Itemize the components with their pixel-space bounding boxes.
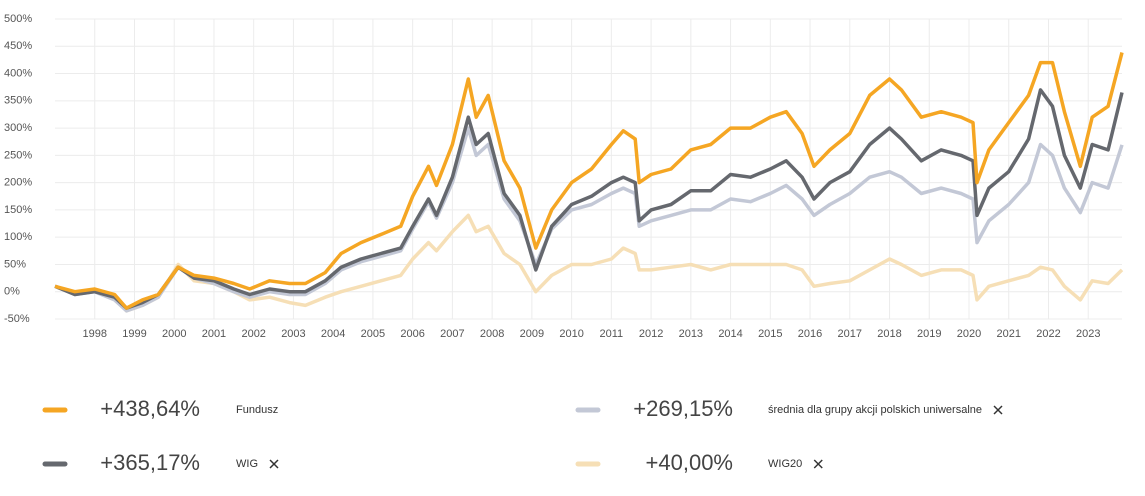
y-tick-label: 200% (4, 177, 32, 189)
x-tick-label: 2007 (440, 328, 464, 340)
x-tick-label: 2014 (718, 328, 742, 340)
x-tick-label: 2010 (559, 328, 583, 340)
legend-name: WIG20 (768, 458, 802, 470)
x-tick-label: 2018 (877, 328, 901, 340)
x-tick-label: 2005 (361, 328, 385, 340)
x-tick-label: 2012 (639, 328, 663, 340)
legend-value: +365,17% (100, 450, 200, 475)
y-tick-label: -50% (4, 313, 30, 325)
x-tick-label: 2011 (600, 328, 624, 340)
x-tick-label: 2000 (162, 328, 186, 340)
y-tick-label: 400% (4, 67, 32, 79)
y-tick-label: 0% (4, 286, 20, 298)
x-tick-label: 2019 (917, 328, 941, 340)
series-line (54, 88, 1124, 310)
legend-value: +438,64% (100, 396, 200, 421)
x-tick-label: 2008 (480, 328, 504, 340)
series-line (54, 213, 1124, 313)
legend-value: +40,00% (646, 450, 733, 475)
x-tick-label: 2002 (241, 328, 265, 340)
y-tick-label: 450% (4, 40, 32, 52)
x-tick-label: 2004 (321, 328, 345, 340)
series-line (54, 52, 1124, 310)
y-tick-label: 500% (4, 13, 32, 25)
legend-value: +269,15% (633, 396, 733, 421)
remove-button[interactable] (813, 459, 823, 469)
y-tick-label: 300% (4, 122, 32, 134)
x-tick-label: 2017 (838, 328, 862, 340)
y-tick-label: 100% (4, 231, 32, 243)
series-line (54, 126, 1124, 313)
legend-name: WIG (236, 458, 258, 470)
x-tick-label: 2013 (679, 328, 703, 340)
x-tick-label: 2020 (957, 328, 981, 340)
remove-button[interactable] (993, 405, 1003, 415)
y-tick-label: 50% (4, 258, 26, 270)
legend-name: Fundusz (236, 404, 278, 416)
x-tick-label: 2009 (520, 328, 544, 340)
remove-button[interactable] (269, 459, 279, 469)
x-tick-label: 2006 (400, 328, 424, 340)
x-tick-label: 1999 (122, 328, 146, 340)
y-tick-label: 150% (4, 204, 32, 216)
y-tick-label: 250% (4, 149, 32, 161)
x-tick-label: 2022 (1036, 328, 1060, 340)
x-tick-label: 2021 (997, 328, 1021, 340)
x-tick-label: 2003 (281, 328, 305, 340)
y-tick-label: 350% (4, 95, 32, 107)
legend-name: średnia dla grupy akcji polskich uniwers… (768, 404, 982, 416)
x-tick-label: 2001 (202, 328, 226, 340)
x-tick-label: 2023 (1076, 328, 1100, 340)
x-tick-label: 2016 (798, 328, 822, 340)
x-tick-label: 2015 (758, 328, 782, 340)
remove-icon[interactable] (993, 405, 1003, 415)
remove-icon[interactable] (269, 459, 279, 469)
remove-icon[interactable] (813, 459, 823, 469)
x-tick-label: 1998 (82, 328, 106, 340)
